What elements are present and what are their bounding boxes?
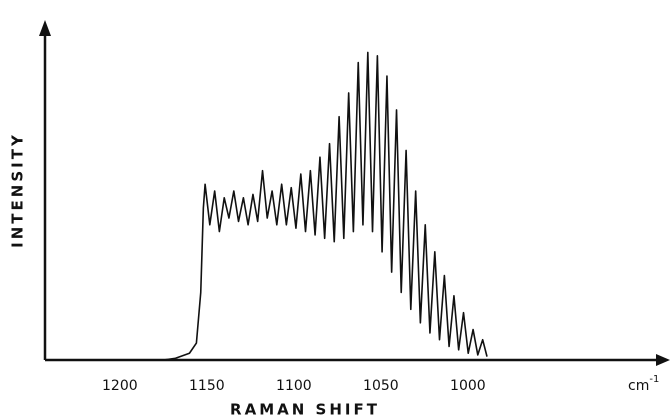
x-tick-label: 1000 xyxy=(450,378,486,394)
x-tick-label: 1150 xyxy=(189,378,225,394)
x-tick-label: 1200 xyxy=(102,378,138,394)
y-axis-label: INTENSITY xyxy=(9,132,27,248)
x-axis-label: RAMAN SHIFT xyxy=(230,401,380,419)
x-axis-arrow xyxy=(656,354,670,366)
x-tick-label: 1050 xyxy=(363,378,399,394)
spectrum-line xyxy=(45,51,488,361)
x-unit-exponent: -1 xyxy=(649,374,659,385)
x-unit-base: cm xyxy=(628,378,649,394)
x-tick-label: 1100 xyxy=(276,378,312,394)
y-axis-arrow xyxy=(39,20,51,36)
x-unit: cm-1 xyxy=(628,374,659,394)
